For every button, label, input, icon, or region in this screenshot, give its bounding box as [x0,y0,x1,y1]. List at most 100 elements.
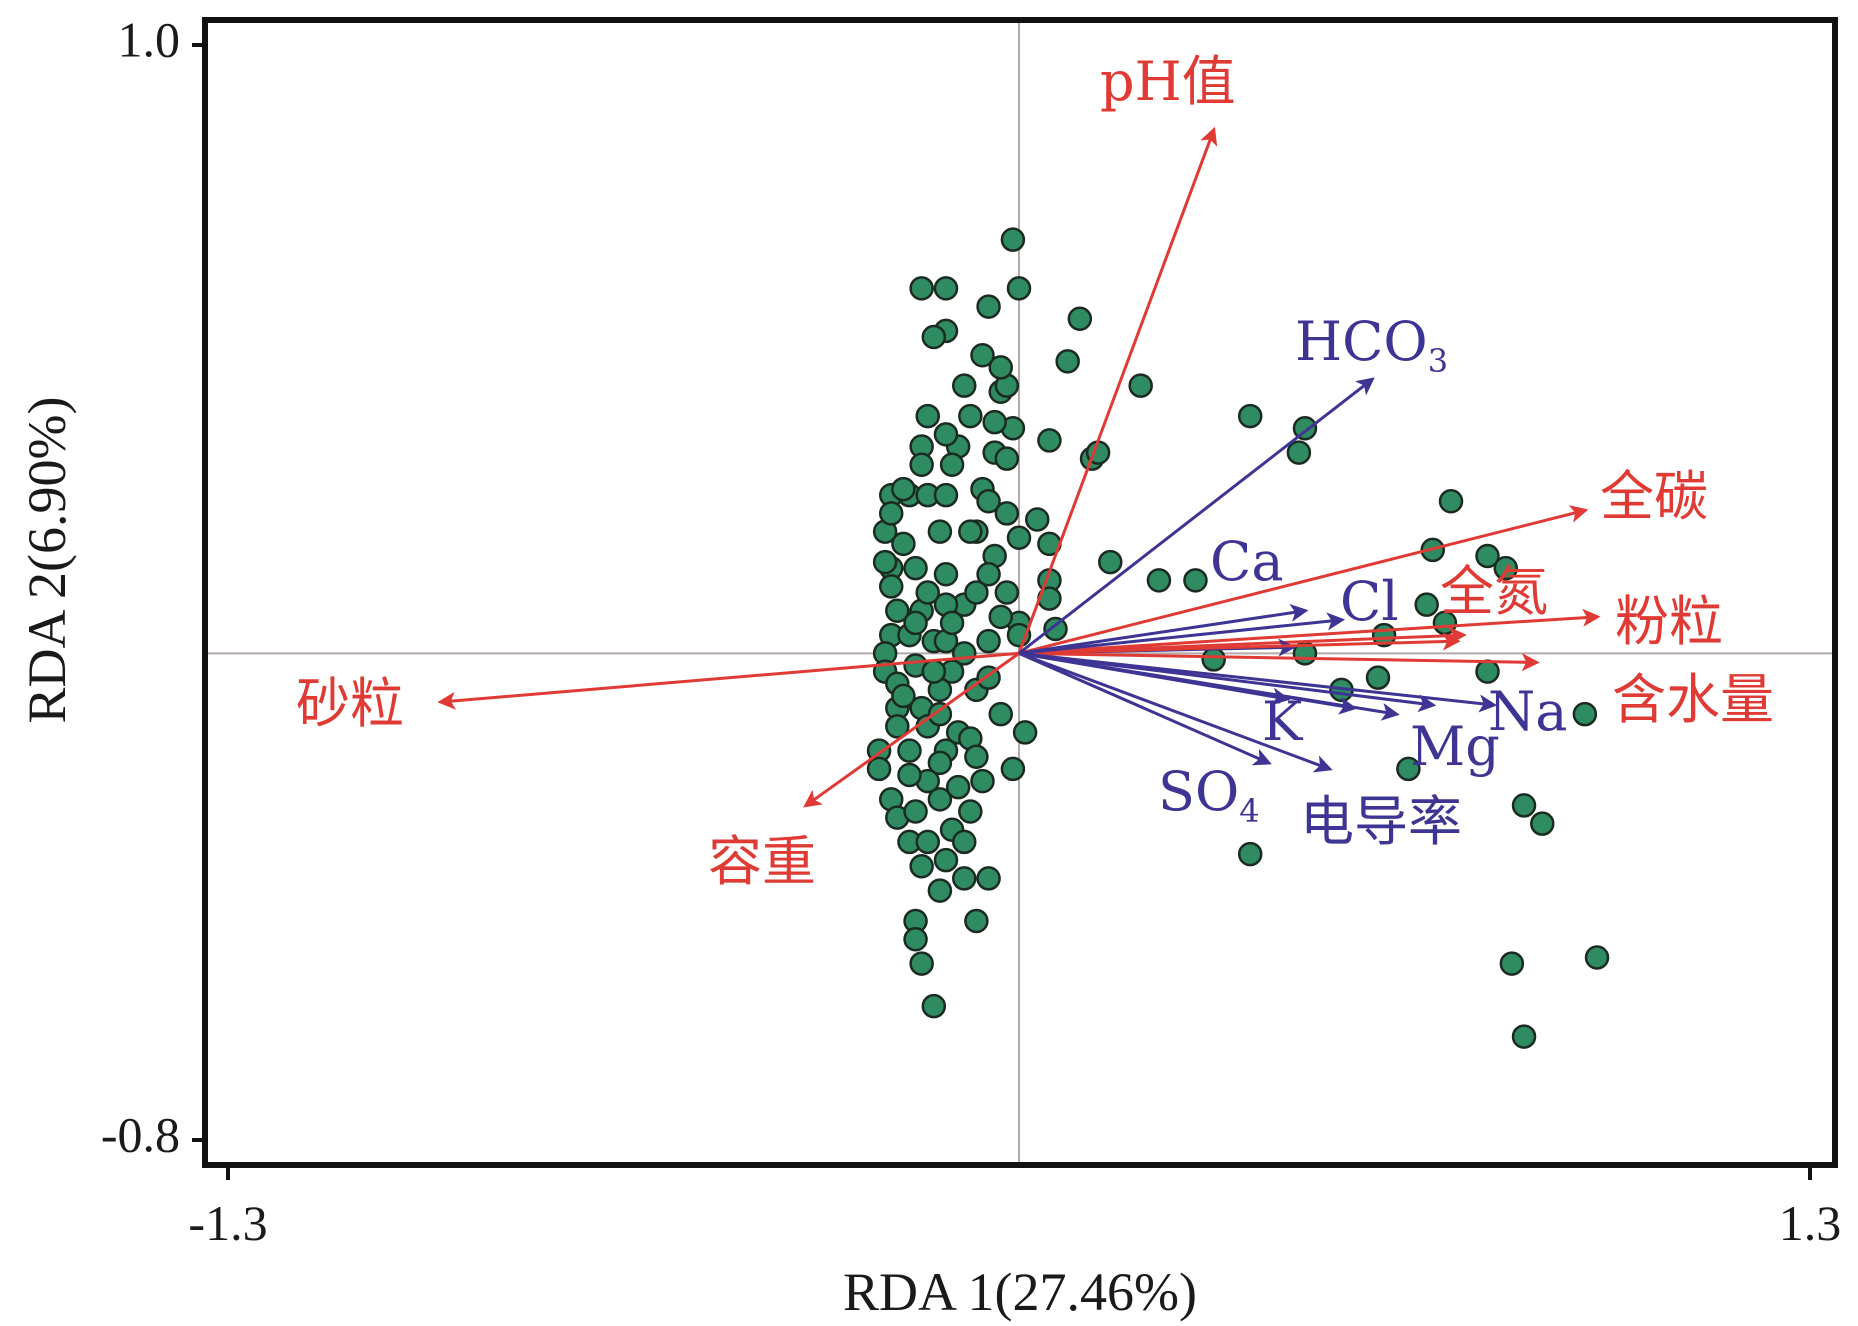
vector-arrow-4 [1018,651,1540,672]
site-point [958,799,983,824]
site-point [915,829,940,855]
site-point [1037,428,1062,453]
site-point [1128,373,1153,398]
site-point [958,519,983,544]
site-point [1025,507,1050,532]
plot-frame [202,17,1838,1168]
y-axis-title: RDA 2(6.90%) [17,397,77,724]
site-point [1414,592,1439,617]
site-point [909,854,934,879]
site-point [1292,416,1318,441]
site-points [866,227,1610,1049]
site-point [891,683,916,709]
site-point [866,756,892,782]
site-point [945,774,971,800]
site-point [1012,720,1038,745]
site-point [1055,349,1080,374]
site-point [988,701,1013,727]
site-point [1584,945,1610,970]
site-point [1572,701,1598,727]
site-point [976,294,1001,319]
site-point [1006,525,1032,550]
vector-label-subscript: 3 [1428,342,1448,380]
site-point [976,489,1001,514]
site-point [976,562,1001,587]
site-point [951,866,977,891]
site-point [1000,756,1026,782]
site-point [927,878,953,903]
vector-arrow-pH [1017,126,1218,654]
vector-arrow-6 [803,652,1020,808]
site-point [994,580,1020,605]
vector-arrow-Na [1018,651,1498,713]
site-point [964,580,989,605]
site-point [1511,793,1537,818]
site-point [903,927,928,952]
site-point [909,951,934,976]
site-point [927,701,953,727]
site-point [1000,227,1026,252]
site-point [878,501,904,526]
site-point [976,628,1001,654]
vector-label-14: 电导率 [1300,790,1462,853]
site-point [915,403,940,429]
site-point [1493,555,1519,581]
x-tick-label-left: -1.3 [188,1195,267,1251]
site-point [1499,951,1525,976]
site-point [1365,665,1391,690]
vector-label-2: 粉粒 [1615,590,1723,653]
site-point [1237,841,1263,867]
site-point [1530,811,1555,836]
site-point [927,750,953,776]
site-point [921,659,947,684]
vector-label-5: 砂粒 [296,672,404,735]
vector-label-Ca: Ca [1210,530,1284,593]
site-point [951,373,977,398]
x-tick-label-right: 1.3 [1779,1195,1842,1251]
site-point [1201,647,1226,672]
site-point [988,355,1013,380]
vector-arrow-HCO3 [1018,377,1375,655]
site-point [885,598,910,623]
site-point [1237,403,1263,429]
site-point [1511,1024,1537,1049]
site-point [903,799,928,824]
vector-arrow-3 [1018,632,1461,655]
vector-label-6: 容重 [708,830,816,893]
site-point [1043,616,1068,642]
site-point [921,324,947,350]
site-point [988,604,1013,630]
site-point [915,580,940,605]
vector-arrow-Ca [1018,603,1309,655]
vector-label-3: 全氮 [1440,560,1548,623]
site-point [1146,568,1172,593]
vector-arrow-1 [1018,505,1589,655]
site-point [921,993,947,1019]
site-point [891,476,916,502]
vector-label-Mg: Mg [1410,715,1500,778]
site-point [970,768,995,794]
site-point [1396,756,1421,782]
site-point [1067,306,1093,331]
site-point [994,501,1020,526]
site-point [939,452,965,477]
site-point [939,610,965,636]
site-point [897,762,922,788]
vector-arrow-2 [1018,608,1601,655]
site-point [909,276,934,301]
site-point [994,446,1020,471]
site-point [897,738,922,763]
site-point [1183,568,1208,593]
site-point [933,276,959,301]
site-point [1098,549,1123,575]
vector-label-1: 全碳 [1600,465,1708,528]
site-point [903,610,928,636]
vector-label-HCO3: HCO3 [1295,310,1448,380]
site-point [891,531,916,557]
vector-label-SO4: SO4 [1158,760,1260,830]
vector-arrow-SO4 [1018,651,1272,766]
site-point [964,908,989,934]
vector-label-subscript: 4 [1239,792,1259,830]
site-point [1286,440,1312,465]
